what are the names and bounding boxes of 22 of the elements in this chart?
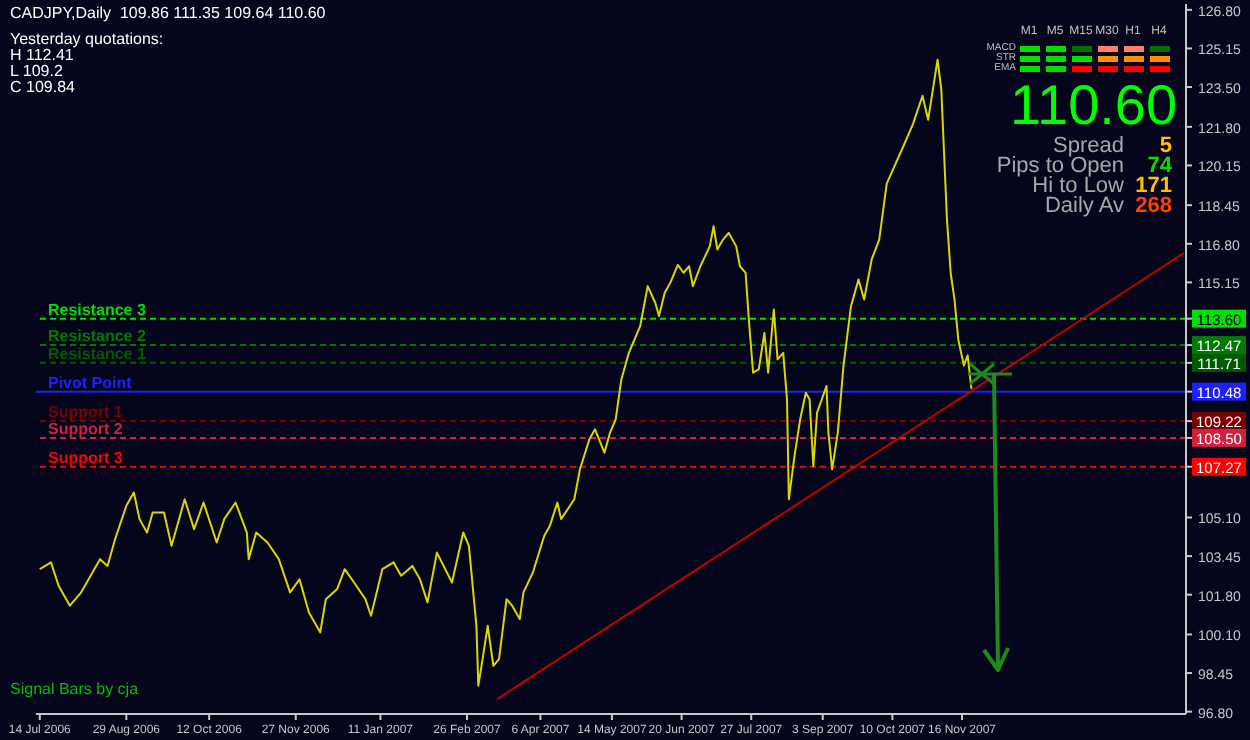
annotation: Spread [1053, 134, 1124, 158]
ref-line-label: Support 2 [48, 419, 124, 438]
annotation: 74 [1147, 154, 1172, 178]
annotation: L 109.2 [10, 62, 63, 80]
ref-line-label: Support 1 [48, 403, 124, 422]
annotation: 171 [1135, 174, 1172, 198]
annotation: Daily Av [1044, 194, 1124, 218]
annotation: 268 [1135, 194, 1172, 218]
annotation: Yesterday quotations: [10, 30, 164, 48]
annotation: Hi to Low [1032, 174, 1124, 198]
annotation: Pips to Open [996, 154, 1124, 178]
annotation: Signal Bars by cja [10, 680, 139, 698]
chart-title: CADJPY,Daily 109.86 111.35 109.64 110.60 [10, 4, 326, 22]
annotation: H 112.41 [10, 46, 74, 64]
ref-line-label: Support 3 [48, 448, 124, 467]
ref-line-label: Pivot Point [48, 373, 133, 392]
annotation: C 109.84 [10, 78, 75, 96]
annotation: 110.60 [1010, 74, 1178, 136]
ref-line-label: Resistance 2 [48, 327, 147, 346]
ref-line-label: Resistance 1 [48, 344, 147, 363]
ref-line-label: Resistance 3 [48, 300, 147, 319]
annotation: 5 [1159, 134, 1172, 158]
